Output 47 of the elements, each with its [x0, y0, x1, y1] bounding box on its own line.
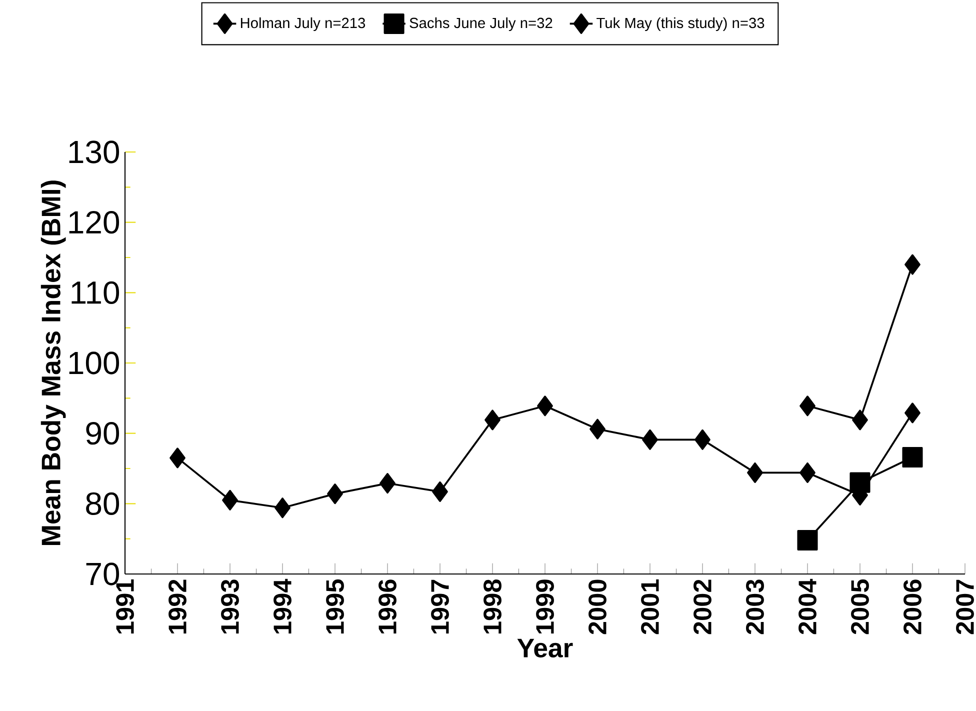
- y-tick-label: 90: [86, 422, 120, 445]
- x-tick-label: 2006: [904, 580, 922, 634]
- point: [797, 530, 818, 550]
- x-tick-label: 1997: [431, 580, 449, 634]
- x-tick-label: 1993: [221, 580, 239, 634]
- point: [850, 472, 870, 493]
- point: [327, 484, 343, 504]
- point: [274, 498, 290, 518]
- x-tick-label: 2005: [851, 579, 869, 634]
- point: [484, 410, 500, 430]
- legend-label: Tuk May (this study) n=33: [596, 17, 764, 32]
- point: [800, 396, 816, 416]
- point: [222, 490, 238, 510]
- x-tick-label: 1994: [274, 578, 292, 634]
- point: [537, 396, 553, 416]
- x-axis-title: Year: [517, 638, 573, 658]
- point: [800, 462, 816, 483]
- x-tick-label: 2007: [956, 580, 974, 634]
- legend-label: Sachs June July n=32: [410, 17, 552, 32]
- y-tick-label: 80: [86, 492, 120, 515]
- y-tick-label: 100: [69, 352, 120, 374]
- point: [642, 429, 658, 450]
- x-tick-label: 2000: [588, 580, 606, 634]
- y-axis-title: Mean Body Mass Index (BMI): [40, 180, 66, 545]
- point: [904, 254, 920, 275]
- x-tick-label: 2003: [746, 580, 764, 634]
- x-tick-label: 1999: [536, 580, 554, 634]
- point: [694, 429, 710, 450]
- x-tick-label: 1992: [168, 580, 186, 634]
- x-tick-label: 2004: [798, 578, 816, 634]
- point: [902, 446, 923, 468]
- point: [380, 472, 396, 494]
- point: [432, 481, 448, 502]
- x-tick-label: 1995: [326, 579, 344, 634]
- x-tick-label: 1998: [484, 580, 502, 634]
- point: [904, 402, 920, 424]
- point: [170, 448, 186, 468]
- point: [747, 462, 763, 483]
- legend-label: Holman July n=213: [240, 17, 366, 32]
- x-tick-label: 2001: [641, 579, 659, 634]
- y-tick-label: 130: [69, 140, 120, 164]
- x-tick-label: 1996: [378, 580, 396, 634]
- point: [590, 418, 606, 440]
- point: [852, 410, 868, 430]
- y-tick-label: 120: [69, 211, 120, 234]
- y-tick-label: 110: [72, 281, 120, 304]
- x-tick-label: 2002: [694, 580, 712, 634]
